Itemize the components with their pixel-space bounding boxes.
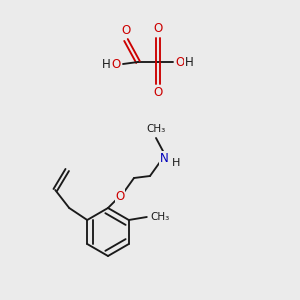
- Text: O: O: [122, 25, 130, 38]
- Text: CH₃: CH₃: [150, 212, 170, 222]
- Text: N: N: [160, 152, 168, 164]
- Text: O: O: [153, 22, 163, 35]
- Text: H: H: [185, 56, 194, 68]
- Text: O: O: [116, 190, 124, 202]
- Text: H: H: [172, 158, 180, 168]
- Text: O: O: [112, 58, 121, 70]
- Text: O: O: [153, 86, 163, 100]
- Text: O: O: [175, 56, 184, 68]
- Text: H: H: [102, 58, 111, 70]
- Text: CH₃: CH₃: [146, 124, 166, 134]
